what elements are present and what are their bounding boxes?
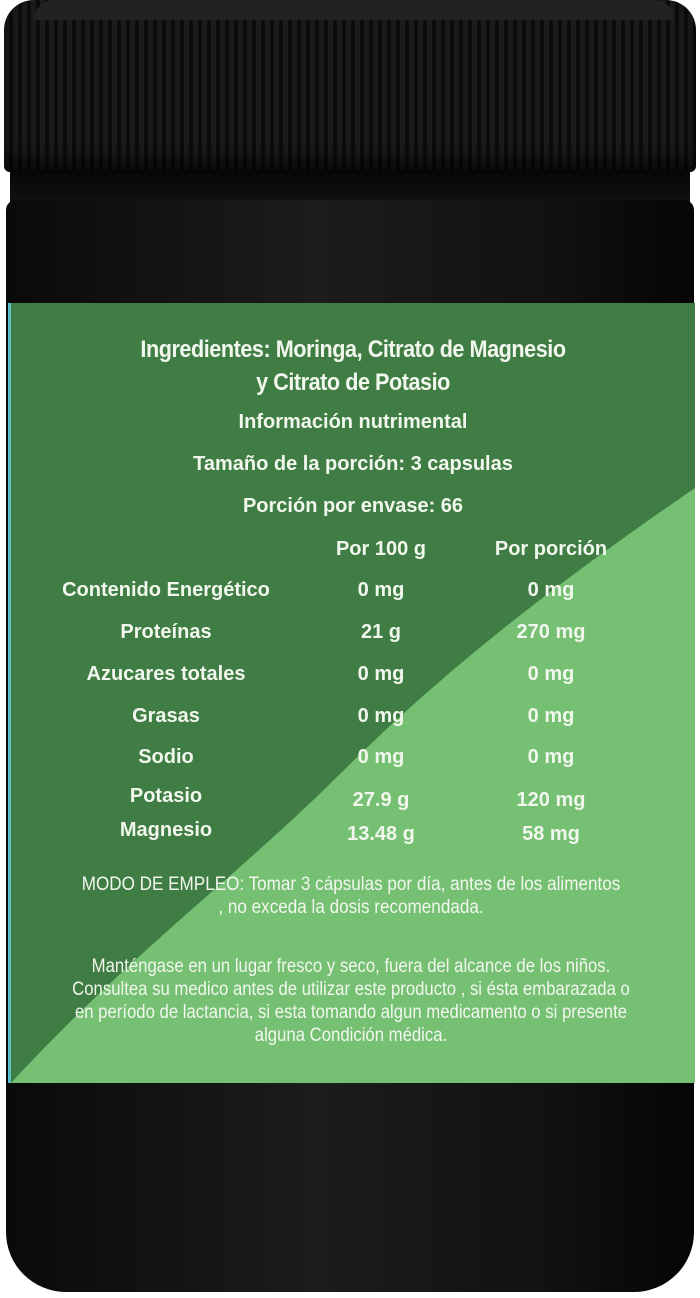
nutrient-name: Sodio xyxy=(138,746,194,768)
nutrition-title: Información nutrimental xyxy=(238,411,468,433)
lid-top xyxy=(34,0,674,20)
per-serving-value: 0 mg xyxy=(527,746,575,768)
per-100-value: 21 g xyxy=(360,621,402,643)
per-100-value: 0 mg xyxy=(357,663,405,685)
ingredients: Ingredientes: Moringa, Citrato de Magnes… xyxy=(45,333,661,399)
nutrient-name: Contenido Energético xyxy=(62,579,270,601)
per-serving-value: 0 mg xyxy=(527,705,575,727)
column-header: Por 100 g xyxy=(335,538,427,560)
per-100-value: 0 mg xyxy=(357,746,405,768)
nutrient-name: Grasas xyxy=(132,705,200,727)
per-100-value: 0 mg xyxy=(357,579,405,601)
per-serving-value: 0 mg xyxy=(527,663,575,685)
jar-lid xyxy=(4,0,696,172)
ingredients-line-2: y Citrato de Potasio xyxy=(256,369,450,396)
nutrient-name: Magnesio xyxy=(119,819,213,841)
ingredients-line-1: Ingredientes: Moringa, Citrato de Magnes… xyxy=(140,336,566,363)
per-serving-value: 120 mg xyxy=(516,789,586,811)
serving-size: Tamaño de la porción: 3 capsulas xyxy=(193,453,513,475)
per-serving-value: 58 mg xyxy=(522,823,580,845)
per-100-value: 0 mg xyxy=(357,705,405,727)
nutrient-name: Proteínas xyxy=(120,621,212,643)
per-serving-value: 270 mg xyxy=(516,621,586,643)
per-100-value: 27.9 g xyxy=(352,789,410,811)
column-header: Por porción xyxy=(494,538,608,560)
per-serving-value: 0 mg xyxy=(527,579,575,601)
nutrient-name: Azucares totales xyxy=(86,663,246,685)
nutrient-name: Potasio xyxy=(129,785,203,807)
per-100-value: 13.48 g xyxy=(347,823,415,845)
usage-instructions: MODO DE EMPLEO: Tomar 3 cápsulas por día… xyxy=(81,874,621,918)
servings-per-container: Porción por envase: 66 xyxy=(242,495,464,517)
product-label: Ingredientes: Moringa, Citrato de Magnes… xyxy=(8,303,695,1083)
label-diagonal-band xyxy=(11,488,695,1083)
warning-text: Manténgase en un lugar fresco y seco, fu… xyxy=(72,956,630,1046)
